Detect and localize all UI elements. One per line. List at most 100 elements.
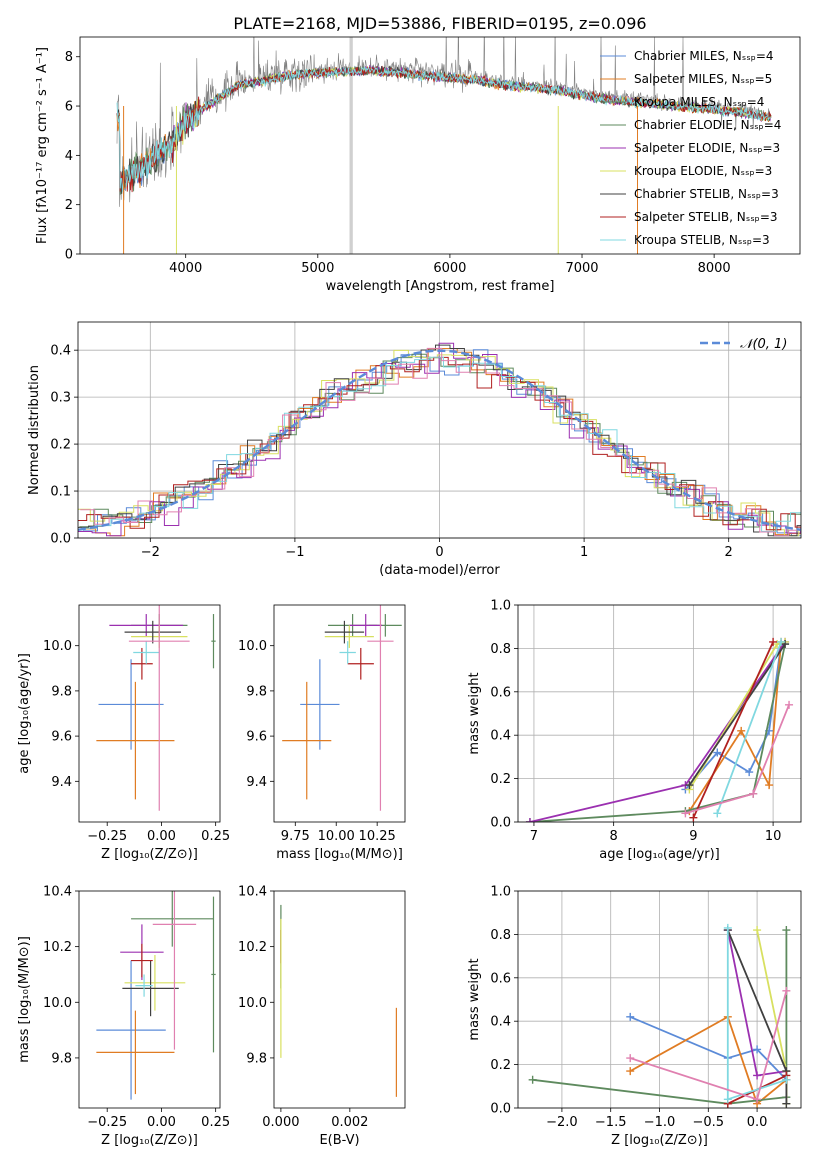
weight-marker: [782, 1099, 791, 1108]
weight-marker: [685, 781, 694, 790]
legend-entry: Chabrier MILES, Nₛₛₚ=4: [634, 49, 774, 63]
y-tick-label: 0.8: [490, 928, 511, 943]
y-tick-label: 10.0: [238, 639, 267, 654]
weight-marker: [777, 637, 786, 646]
residual-histogram-pink: [80, 347, 801, 537]
weight-marker: [713, 748, 722, 757]
weight-marker: [782, 926, 791, 935]
y-tick-label: 0.6: [490, 685, 511, 700]
y-tick-label: 0.6: [490, 971, 511, 986]
observed-spectrum: [116, 37, 771, 207]
x-tick-label: 9.75: [281, 829, 310, 844]
weight-marker: [769, 637, 778, 646]
weight-marker: [785, 700, 794, 709]
weight-marker: [745, 768, 754, 777]
y-tick-label: 10.2: [43, 940, 72, 955]
legend-entry: Kroupa MILES, Nₛₛₚ=4: [634, 95, 764, 109]
weight-vs-metallicity-panel: −2.0 −1.5 −1.0 −0.5 0.0 0.0 0.2 0.4 0.6 0.8 1.0 Z […: [467, 885, 802, 1148]
x-axis-label: (data-model)/error: [379, 563, 500, 578]
x-tick-label: −0.25: [87, 829, 127, 844]
y-tick-label: 8: [65, 50, 73, 65]
x-tick-label: 0.25: [201, 829, 230, 844]
y-tick-label: 10.4: [238, 885, 267, 900]
x-tick-label: 0.000: [262, 1115, 299, 1130]
x-tick-label: 0.00: [147, 1115, 176, 1130]
y-tick-label: 9.4: [51, 775, 72, 790]
weight-marker: [626, 1054, 635, 1063]
model-spectrum-kroupa_stelib: [116, 66, 772, 192]
weight-marker: [782, 986, 791, 995]
y-tick-label: 0.0: [490, 1102, 511, 1117]
plot-area: [525, 637, 794, 822]
residual-histogram-salpeter_elodie: [78, 342, 801, 537]
y-tick-label: 10.0: [43, 639, 72, 654]
x-tick-label: −2.0: [546, 1115, 578, 1130]
weight-vs-age-panel: 7 8 9 10 0.0 0.2 0.4 0.6 0.8 1.0 age [log₁₀(age/yr…: [467, 599, 802, 862]
weight-marker: [689, 813, 698, 822]
weight-marker: [753, 1095, 762, 1104]
age-vs-metallicity-panel: −0.25 0.00 0.25 9.4 9.6 9.8 10.0 Z [log₁₀(Z/Z⊙)…: [17, 604, 230, 862]
weight-marker: [723, 1095, 732, 1104]
x-tick-label: 0.0: [747, 1115, 768, 1130]
x-tick-label: 10.00: [318, 829, 355, 844]
x-tick-label: −1.5: [595, 1115, 627, 1130]
y-tick-label: 9.8: [246, 684, 267, 699]
weight-marker: [753, 1071, 762, 1080]
y-tick-label: 0.3: [50, 391, 71, 406]
residual-histogram-kroupa_miles: [79, 353, 801, 537]
weight-marker: [681, 809, 690, 818]
spectrum-panel: 4000 5000 6000 7000 8000 0 2 4 6 8 wavelength [Ang…: [35, 36, 801, 294]
weight-series-salpeter_miles: [629, 1015, 787, 1106]
residual-histogram-kroupa_stelib: [82, 356, 801, 532]
x-tick-label: 6000: [433, 261, 466, 276]
weight-marker: [737, 726, 746, 735]
plot-area: [96, 605, 216, 811]
mass-vs-metallicity-panel: −0.25 0.00 0.25 9.8 10.0 10.2 10.4 Z [log₁₀(Z/Z…: [17, 885, 230, 1149]
x-tick-label: −1: [285, 545, 304, 560]
x-axis-label: wavelength [Angstrom, rest frame]: [326, 279, 555, 294]
y-tick-label: 9.8: [51, 1051, 72, 1066]
weight-series-chabrier_stelib: [688, 643, 786, 786]
weight-series-kroupa_miles: [529, 643, 786, 822]
x-tick-label: −2: [141, 545, 160, 560]
weight-marker: [765, 781, 774, 790]
axes-frame: [77, 321, 802, 539]
x-tick-label: 9: [689, 829, 697, 844]
y-axis-label: Normed distribution: [27, 365, 42, 495]
x-tick-label: 0.25: [201, 1115, 230, 1130]
axes-frame: [79, 36, 801, 255]
plot-area: [116, 37, 772, 254]
y-tick-label: 10.4: [43, 885, 72, 900]
weight-series-salpeter_stelib: [692, 641, 774, 819]
x-tick-label: 7000: [565, 261, 598, 276]
axes-frame: [517, 604, 802, 823]
weight-marker: [626, 1067, 635, 1076]
y-tick-label: 9.6: [51, 730, 72, 745]
y-tick-label: 0.2: [50, 438, 71, 453]
normal-curve: [78, 349, 801, 531]
y-tick-label: 10.0: [43, 996, 72, 1011]
x-tick-label: −0.25: [87, 1115, 127, 1130]
legend-entry: Kroupa STELIB, Nₛₛₚ=3: [634, 233, 770, 247]
weight-marker: [782, 1075, 791, 1084]
y-tick-label: 0.0: [50, 532, 71, 547]
legend-entry: Salpeter ELODIE, Nₛₛₚ=3: [634, 141, 780, 155]
y-tick-label: 0.4: [50, 344, 71, 359]
plot-area: [528, 923, 791, 1108]
x-tick-label: 4000: [169, 261, 202, 276]
y-tick-label: 1.0: [490, 885, 511, 900]
axes-frame: [273, 890, 406, 1109]
y-axis-label: age [log₁₀(age/yr)]: [17, 653, 32, 774]
y-tick-label: 1.0: [490, 599, 511, 614]
y-tick-label: 6: [65, 100, 73, 115]
x-tick-label: 2: [725, 545, 733, 560]
y-tick-label: 0.2: [490, 1058, 511, 1073]
x-tick-label: 5000: [301, 261, 334, 276]
y-tick-label: 0.8: [490, 642, 511, 657]
weight-marker: [626, 1012, 635, 1021]
y-tick-label: 9.8: [246, 1051, 267, 1066]
figure-title: PLATE=2168, MJD=53886, FIBERID=0195, z=0…: [233, 14, 646, 33]
residuals-panel: −2 −1 0 1 2 0.0 0.1 0.2 0.3 0.4 (data-model)/error…: [27, 321, 802, 578]
y-axis-label: mass [log₁₀(M/M⊙)]: [17, 936, 32, 1063]
